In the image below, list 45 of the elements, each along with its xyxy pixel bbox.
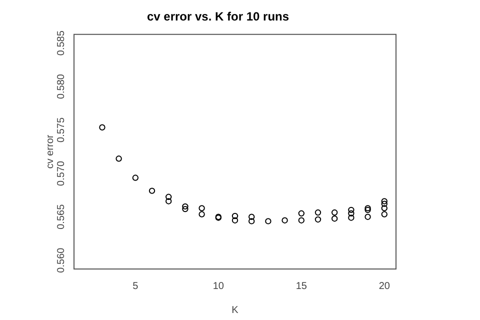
- y-tick-label: 0.570: [56, 160, 67, 186]
- point: [298, 210, 304, 216]
- point: [182, 206, 188, 212]
- y-tick-label: 0.575: [56, 117, 67, 142]
- chart-title: cv error vs. K for 10 runs: [146, 10, 290, 24]
- point: [314, 216, 322, 223]
- point: [381, 205, 388, 212]
- point: [348, 214, 354, 221]
- point: [298, 217, 304, 224]
- point: [198, 205, 205, 212]
- x-axis-title: K: [232, 304, 239, 316]
- y-tick-label: 0.580: [56, 74, 67, 100]
- x-tick-label: 15: [296, 280, 308, 292]
- point: [198, 211, 205, 218]
- point: [381, 198, 388, 204]
- point: [132, 174, 139, 181]
- y-tick-label: 0.565: [56, 204, 67, 230]
- point: [265, 218, 272, 224]
- point: [282, 217, 288, 224]
- point: [232, 212, 238, 220]
- point: [116, 156, 122, 162]
- point: [381, 200, 388, 207]
- x-tick-label: 5: [132, 280, 139, 292]
- point: [348, 210, 354, 216]
- point: [364, 205, 371, 212]
- point: [248, 218, 255, 224]
- point: [148, 188, 156, 194]
- x-tick-label: 20: [378, 280, 390, 292]
- point: [99, 124, 106, 130]
- point: [182, 203, 188, 210]
- x-tick-label: 10: [212, 280, 224, 292]
- point: [314, 209, 322, 216]
- point: [166, 198, 172, 204]
- point: [248, 214, 255, 220]
- point: [331, 209, 338, 216]
- point: [166, 194, 172, 200]
- point: [364, 206, 371, 214]
- point: [348, 206, 354, 214]
- y-axis-title: cv error: [44, 134, 56, 169]
- point: [331, 216, 338, 222]
- point: [232, 217, 238, 224]
- point: [364, 214, 371, 220]
- point: [381, 211, 388, 218]
- y-tick-label: 0.585: [56, 30, 67, 56]
- y-tick-label: 0.560: [56, 247, 67, 273]
